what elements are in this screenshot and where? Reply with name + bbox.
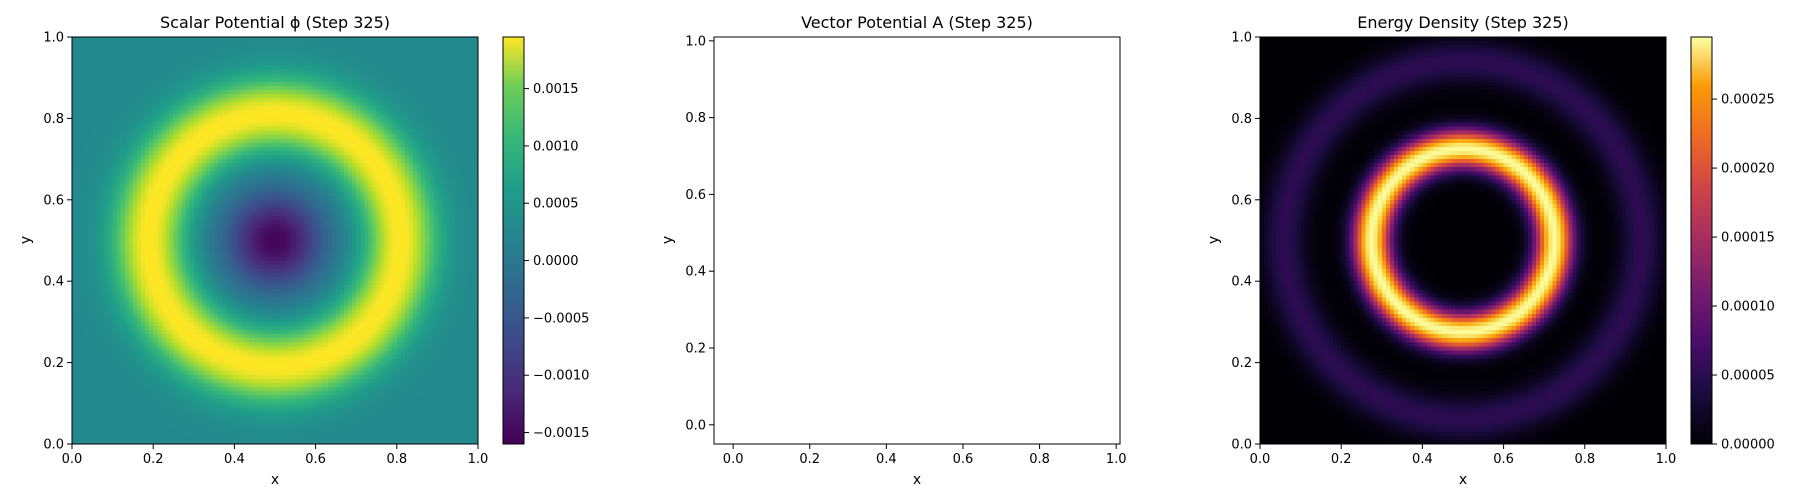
y-tick-label: 0.6 [685,188,706,203]
x-tick-label: 0.6 [953,452,974,467]
x-axis-label: x [913,472,921,488]
y-tick-label: 0.8 [685,111,706,126]
axis-ticks: 0.0 0.2 0.4 0.6 0.8 1.0 0.0 0.2 0.4 0.6 0.8 1.0 [1231,31,1676,468]
x-tick-label: 0.6 [305,452,326,467]
y-tick-label: 0.2 [43,356,64,371]
heatmap-image [1260,37,1666,444]
y-axis-label: y [1206,236,1222,244]
colorbar-tick-label: 0.00000 [1721,438,1775,453]
y-tick-label: 1.0 [685,34,706,49]
x-tick-label: 0.4 [1412,452,1433,467]
x-tick-label: 0.0 [1250,452,1271,467]
colorbar-tick-label: 0.00010 [1721,300,1775,315]
y-tick-label: 0.8 [43,112,64,127]
colorbar-tick-label: −0.0005 [533,311,589,326]
panel-energy-density: Energy Density (Step 325) 0.0 0.2 0.4 0.6 0.… [1206,13,1775,488]
y-tick-label: 0.0 [43,438,64,453]
x-tick-label: 1.0 [1106,452,1127,467]
colorbar [1690,36,1713,445]
colorbar-tick-label: 0.0010 [533,139,579,154]
y-tick-label: 1.0 [43,31,64,46]
x-tick-label: 0.0 [62,452,83,467]
panel-scalar-potential: Scalar Potential ϕ (Step 325) 0.0 0.2 0.4 0… [18,13,589,488]
colorbar-tick-label: 0.0015 [533,82,579,97]
x-tick-label: 0.4 [224,452,245,467]
axis-ticks: 0.0 0.2 0.4 0.6 0.8 1.0 0.0 0.2 0.4 0.6 0.8 1.0 [43,31,488,468]
colorbar-tick-label: 0.00025 [1721,93,1775,108]
colorbar-tick-label: 0.0000 [533,254,579,269]
plot-frame [1259,36,1667,445]
colorbar-ticks: −0.0015 −0.0010 −0.0005 0.0000 0.0005 0.0010 0… [524,82,589,441]
chart-title: Scalar Potential ϕ (Step 325) [160,13,390,32]
y-tick-label: 0.8 [1231,112,1252,127]
colorbar-tick-label: 0.00015 [1721,231,1775,246]
y-tick-label: 0.4 [685,265,706,280]
x-axis-label: x [1459,472,1467,488]
x-tick-label: 1.0 [1656,452,1677,467]
y-tick-label: 0.0 [1231,438,1252,453]
x-tick-label: 0.8 [386,452,407,467]
chart-title: Vector Potential A (Step 325) [801,13,1033,32]
y-tick-label: 0.6 [43,193,64,208]
y-tick-label: 0.6 [1231,193,1252,208]
y-tick-label: 0.4 [1231,275,1252,290]
plot-frame [71,36,479,445]
panel-vector-potential: Vector Potential A (Step 325) 0.0 0.2 0.4 0… [660,13,1127,488]
colorbar-tick-label: −0.0010 [533,369,589,384]
x-tick-label: 0.2 [1331,452,1352,467]
y-tick-label: 0.0 [685,418,706,433]
y-tick-label: 0.2 [1231,356,1252,371]
x-tick-label: 0.6 [1493,452,1514,467]
x-tick-label: 0.8 [1029,452,1050,467]
colorbar-tick-label: 0.0005 [533,197,579,212]
y-tick-label: 1.0 [1231,31,1252,46]
x-tick-label: 0.0 [723,452,744,467]
x-tick-label: 1.0 [468,452,489,467]
x-tick-label: 0.2 [143,452,164,467]
chart-title: Energy Density (Step 325) [1357,13,1569,32]
colorbar-tick-label: −0.0015 [533,426,589,441]
y-axis-label: y [660,236,676,244]
x-axis-label: x [271,472,279,488]
colorbar-tick-label: 0.00005 [1721,369,1775,384]
colorbar-ticks: 0.00000 0.00005 0.00010 0.00015 0.00020 0.000… [1712,93,1775,453]
heatmap-image [72,37,478,444]
colorbar [502,36,525,445]
y-tick-label: 0.4 [43,275,64,290]
x-tick-label: 0.2 [799,452,820,467]
x-tick-label: 0.4 [876,452,897,467]
y-tick-label: 0.2 [685,342,706,357]
y-axis-label: y [18,236,34,244]
plot-frame [713,36,1121,445]
x-tick-label: 0.8 [1574,452,1595,467]
colorbar-tick-label: 0.00020 [1721,162,1775,177]
axis-ticks: 0.0 0.2 0.4 0.6 0.8 1.0 0.0 0.2 0.4 0.6 0.8 1.0 [685,34,1126,467]
